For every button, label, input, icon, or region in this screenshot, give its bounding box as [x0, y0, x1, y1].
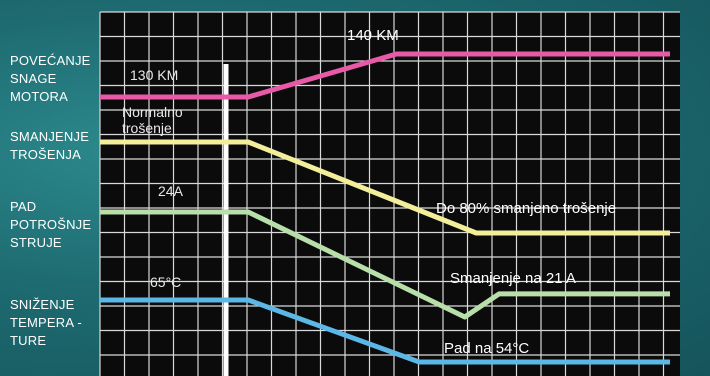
series-end-label-wear: Do 80% smanjeno trošenje	[436, 200, 616, 217]
label-temperature-drop: SNIŽENJE TEMPERA - TURE	[10, 297, 82, 348]
chart-grid	[99, 11, 680, 376]
series-line-temperature	[100, 297, 670, 365]
series-line-current	[100, 209, 670, 320]
series-end-label-current: Smanjenje na 21 A	[450, 270, 576, 287]
series-start-label-current: 24A	[158, 183, 184, 199]
series-line-power	[100, 51, 670, 100]
series-end-label-temperature: Pad na 54°C	[444, 340, 529, 357]
series-start-label-temperature: 65°C	[150, 274, 181, 290]
series-start-label-power: 130 KM	[130, 67, 178, 83]
series-end-label-power: 140 KM	[347, 27, 399, 44]
series-start-label-wear: Normalno trošenje	[122, 104, 183, 136]
label-engine-power: POVEĆANJE SNAGE MOTORA	[10, 53, 91, 104]
chart-panel	[100, 12, 680, 376]
chart-series	[100, 51, 670, 365]
chart-labels: 130 KM 140 KM Normalno trošenje Do 80% smanj…	[122, 27, 616, 357]
label-current-drop: PAD POTROŠNJE STRUJE	[10, 199, 92, 250]
series-line-wear	[100, 139, 670, 236]
label-wear-reduction: SMANJENJE TROŠENJA	[10, 129, 90, 162]
